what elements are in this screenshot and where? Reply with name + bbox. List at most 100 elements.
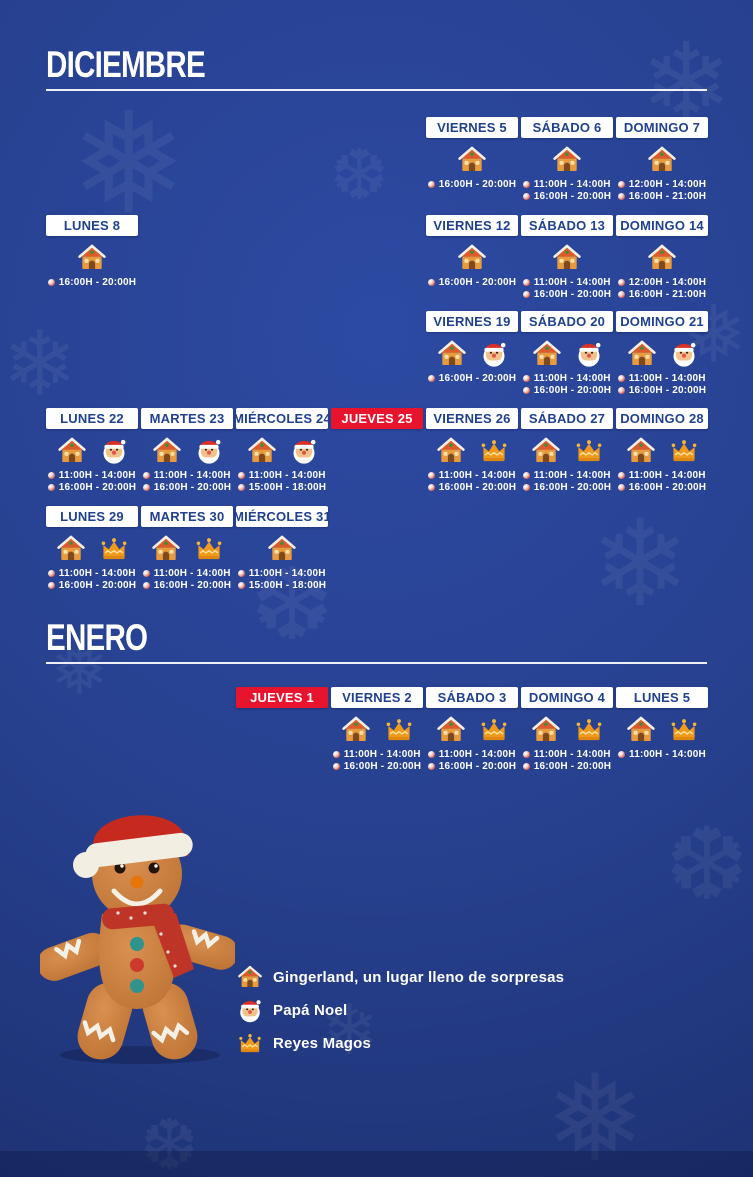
time-slot: 16:00H - 20:00H (47, 580, 136, 591)
time-slot: 16:00H - 20:00H (47, 277, 136, 288)
time-slot: 11:00H - 14:00H (522, 470, 611, 481)
january-divider (46, 662, 707, 664)
time-text: 16:00H - 20:00H (58, 482, 137, 493)
gingerbread-house-icon (552, 145, 582, 174)
day-times: 11:00H - 14:00H 16:00H - 20:00H (427, 749, 516, 772)
day-cell-sabado-3: SÁBADO 3 11:00H - 14:00H 16:00H - 20:00H (426, 687, 518, 772)
time-text: 11:00H - 14:00H (628, 373, 706, 384)
day-header: VIERNES 19 (426, 311, 518, 332)
time-slot: 16:00H - 20:00H (522, 761, 612, 772)
day-icons (57, 435, 128, 466)
day-header: VIERNES 2 (331, 687, 423, 708)
day-times: 11:00H - 14:00H 16:00H - 20:00H (522, 373, 611, 396)
bauble-bullet-icon (142, 582, 150, 589)
january-title: ENERO (46, 617, 148, 658)
day-cell-sabado-6: SÁBADO 6 11:00H - 14:00H 16:00H - 20:00H (521, 117, 613, 202)
papa-noel-icon (195, 436, 223, 465)
bauble-bullet-icon (142, 472, 150, 479)
bauble-bullet-icon (617, 484, 625, 491)
time-slot: 16:00H - 20:00H (522, 289, 611, 300)
day-icons (77, 242, 107, 273)
time-text: 11:00H - 14:00H (628, 470, 706, 481)
day-icons (457, 144, 487, 175)
day-cell-lunes-8: LUNES 8 16:00H - 20:00H (46, 215, 138, 300)
bauble-bullet-icon (617, 279, 625, 286)
gingerbread-house-icon (56, 534, 86, 563)
day-header: LUNES 29 (46, 506, 138, 527)
day-cell-lunes-22: LUNES 22 11:00H - 14:00H 16:00H - 20:00H (46, 408, 138, 493)
gingerbread-house-icon (626, 715, 656, 744)
gingerbread-house-icon (437, 339, 467, 368)
time-text: 12:00H - 14:00H (628, 179, 707, 190)
bauble-bullet-icon (522, 472, 530, 479)
gingerbread-house-icon (552, 243, 582, 272)
day-header-closed: JUEVES 25 (331, 408, 423, 429)
day-times: 16:00H - 20:00H (427, 373, 517, 384)
calendar-row-december-4: LUNES 22 11:00H - 14:00H 16:00H - 20:00H MA… (46, 408, 710, 493)
legend: Gingerland, un lugar lleno de sorpresas P… (237, 964, 564, 1056)
day-header: SÁBADO 27 (521, 408, 613, 429)
reyes-magos-icon (194, 535, 224, 562)
time-text: 16:00H - 20:00H (533, 761, 612, 772)
time-slot: 11:00H - 14:00H (617, 470, 706, 481)
bauble-bullet-icon (332, 763, 340, 770)
bauble-bullet-icon (427, 279, 435, 286)
day-icons (437, 338, 508, 369)
time-slot: 11:00H - 14:00H (142, 568, 231, 579)
time-slot: 11:00H - 14:00H (522, 373, 611, 384)
gingerbread-house-icon (151, 534, 181, 563)
time-text: 11:00H - 14:00H (438, 470, 516, 481)
day-cell-jueves-1: JUEVES 1 (236, 687, 328, 772)
day-cell-lunes-29: LUNES 29 11:00H - 14:00H 16:00H - 20:00H (46, 506, 138, 591)
calendar-row-december-2: LUNES 8 16:00H - 20:00H VIERNES 12 16:00H -… (46, 215, 710, 300)
reyes-magos-icon (479, 437, 509, 464)
day-icons (341, 714, 414, 745)
day-cell-domingo-21: DOMINGO 21 11:00H - 14:00H 16:00H - 20:00H (616, 311, 708, 396)
time-slot: 15:00H - 18:00H (237, 580, 326, 591)
day-times: 11:00H - 14:00H 16:00H - 20:00H (617, 373, 706, 396)
time-text: 11:00H - 14:00H (343, 749, 421, 760)
gingerbread-house-icon (436, 436, 466, 465)
bauble-bullet-icon (47, 570, 55, 577)
day-times: 11:00H - 14:00H 16:00H - 20:00H (142, 470, 231, 493)
day-cell-miercoles-31: MIÉRCOLES 31 11:00H - 14:00H 15:00H - 18:0… (233, 506, 331, 591)
gingerbread-house-icon (267, 534, 297, 563)
time-slot: 12:00H - 14:00H (617, 277, 706, 288)
gingerbread-house-icon (237, 964, 263, 990)
papa-noel-icon (480, 339, 508, 368)
time-slot: 11:00H - 14:00H (332, 749, 421, 760)
time-text: 11:00H - 14:00H (533, 179, 611, 190)
time-slot: 16:00H - 20:00H (142, 482, 231, 493)
papa-noel-icon (575, 339, 603, 368)
day-cell-martes-23: MARTES 23 11:00H - 14:00H 16:00H - 20:00H (141, 408, 233, 493)
day-times: 11:00H - 14:00H 16:00H - 20:00H (332, 749, 421, 772)
time-slot: 16:00H - 20:00H (617, 482, 706, 493)
legend-item-house: Gingerland, un lugar lleno de sorpresas (237, 964, 564, 990)
gingerbread-house-icon (531, 436, 561, 465)
papa-noel-icon (670, 339, 698, 368)
day-icons (532, 338, 603, 369)
time-slot: 11:00H - 14:00H (427, 470, 516, 481)
bauble-bullet-icon (427, 181, 435, 188)
time-text: 16:00H - 21:00H (628, 289, 707, 300)
time-text: 16:00H - 20:00H (438, 373, 517, 384)
day-cell-miercoles-24: MIÉRCOLES 24 11:00H - 14:00H 15:00H - 18:0… (233, 408, 331, 493)
bauble-bullet-icon (427, 751, 435, 758)
day-times: 11:00H - 14:00H 16:00H - 20:00H (47, 568, 136, 591)
day-icons (267, 533, 297, 564)
bottom-shade (0, 1151, 753, 1177)
time-slot: 16:00H - 20:00H (522, 385, 611, 396)
bauble-bullet-icon (142, 484, 150, 491)
day-header: LUNES 22 (46, 408, 138, 429)
gingerbread-house-icon (457, 243, 487, 272)
day-times: 11:00H - 14:00H 16:00H - 20:00H (142, 568, 231, 591)
bauble-bullet-icon (47, 484, 55, 491)
december-title: DICIEMBRE (46, 44, 206, 85)
day-times: 11:00H - 14:00H (618, 749, 706, 760)
day-times: 16:00H - 20:00H (427, 277, 516, 288)
calendar-row-january-1: JUEVES 1 VIERNES 2 11:00H - 14:00H 16:00H -… (46, 687, 710, 772)
reyes-magos-icon (237, 1030, 263, 1056)
time-text: 11:00H - 14:00H (153, 470, 231, 481)
bauble-bullet-icon (427, 484, 435, 491)
